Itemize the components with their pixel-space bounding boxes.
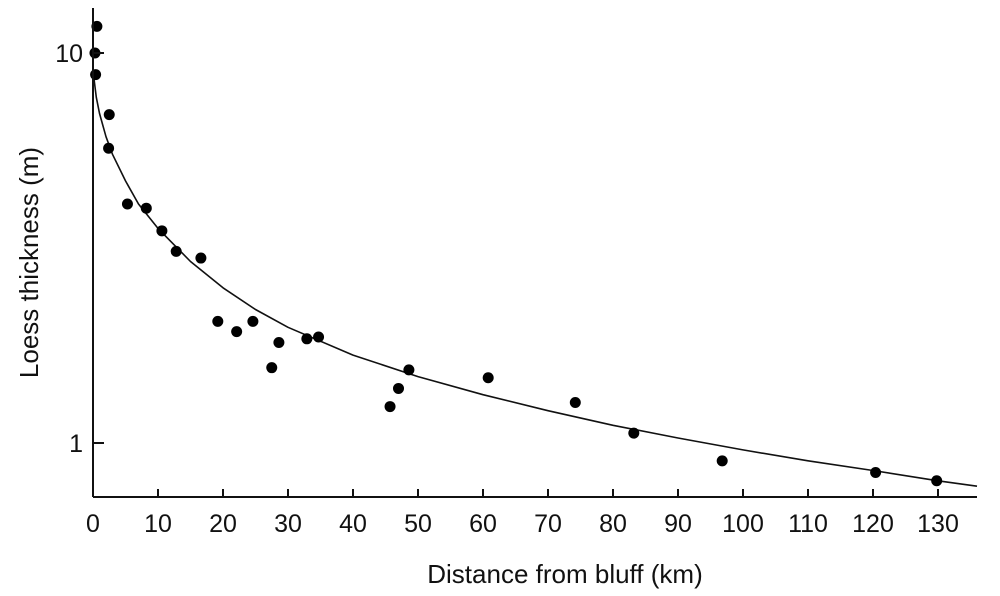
y-tick-label: 10 xyxy=(55,40,83,68)
data-point xyxy=(301,333,313,345)
data-point xyxy=(212,315,224,327)
data-point xyxy=(121,198,133,210)
x-tick-label: 80 xyxy=(599,510,627,538)
data-point xyxy=(90,69,102,81)
y-axis-title: Loess thickness (m) xyxy=(14,147,44,378)
data-point xyxy=(870,467,882,479)
data-point xyxy=(569,397,581,409)
x-tick-label: 120 xyxy=(852,510,894,538)
data-point xyxy=(628,427,640,439)
x-tick-label: 60 xyxy=(469,510,497,538)
data-point xyxy=(170,245,182,257)
x-tick-label: 100 xyxy=(722,510,764,538)
data-point xyxy=(140,202,152,214)
data-point xyxy=(403,364,415,376)
data-point xyxy=(247,315,259,327)
x-tick-label: 130 xyxy=(917,510,959,538)
x-tick-label: 30 xyxy=(274,510,302,538)
data-point xyxy=(156,225,168,237)
x-ticks-layer: 0 10 20 30 40 50 60 70 80 90 100 110 120 130 xyxy=(86,489,959,538)
data-point xyxy=(91,20,103,32)
data-point xyxy=(273,337,285,349)
fit-curve-line xyxy=(92,70,978,487)
data-point xyxy=(931,475,943,487)
data-point xyxy=(384,401,396,413)
data-point xyxy=(231,326,243,338)
y-ticks-layer: 1 10 xyxy=(55,40,104,458)
data-point xyxy=(195,252,207,264)
fit-curve-layer xyxy=(92,70,978,487)
data-point xyxy=(482,372,494,384)
x-tick-label: 20 xyxy=(209,510,237,538)
x-axis-title: Distance from bluff (km) xyxy=(427,559,702,589)
x-tick-label: 90 xyxy=(664,510,692,538)
data-point xyxy=(103,109,115,121)
x-tick-label: 0 xyxy=(86,510,100,538)
y-tick-label: 1 xyxy=(69,430,83,458)
data-points-layer xyxy=(89,20,943,487)
x-tick-label: 70 xyxy=(534,510,562,538)
x-tick-label: 110 xyxy=(788,510,828,538)
data-point xyxy=(266,362,278,374)
axes-layer xyxy=(92,8,977,498)
data-point xyxy=(103,142,115,154)
x-tick-label: 40 xyxy=(339,510,367,538)
x-tick-label: 10 xyxy=(144,510,172,538)
x-tick-label: 50 xyxy=(404,510,432,538)
data-point xyxy=(393,382,404,394)
data-point xyxy=(313,331,325,343)
data-point xyxy=(716,455,728,467)
